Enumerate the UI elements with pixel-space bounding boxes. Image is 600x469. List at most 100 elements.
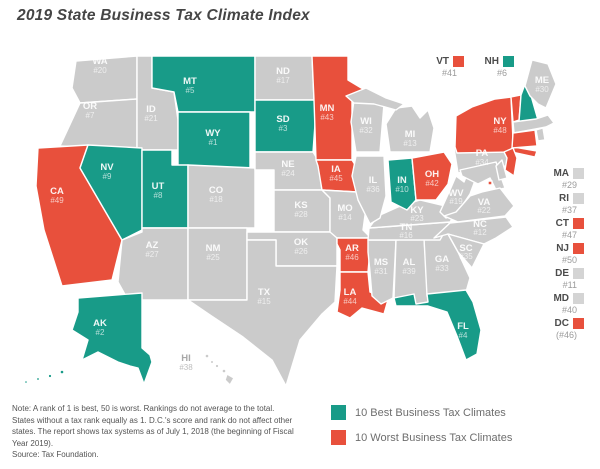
state-label-wi: WI #32 — [359, 116, 373, 135]
hawaii-island — [221, 368, 227, 374]
state-in — [387, 157, 417, 211]
aleutian-island — [35, 376, 41, 382]
callout-ri-rank: #37 — [561, 205, 577, 215]
state-label-la: LA #44 — [343, 287, 357, 306]
state-oh — [411, 151, 453, 201]
callout-ma-rank: #29 — [561, 180, 577, 190]
callout-vt-abbr: VT — [436, 56, 449, 67]
state-nm — [187, 227, 248, 301]
callout-nh-abbr: NH — [484, 56, 499, 67]
state-label-tn: TN #16 — [399, 222, 413, 240]
page-title: 2019 State Business Tax Climate Index — [17, 7, 310, 24]
hawaii-island — [204, 353, 210, 359]
callout-nj: NJ #50 — [538, 243, 584, 265]
state-tx — [187, 239, 338, 387]
state-label-ca: CA #49 — [50, 186, 64, 205]
state-label-co: CO #18 — [209, 185, 223, 204]
state-label-il: IL #36 — [366, 175, 380, 194]
callout-dc-rank: (#46) — [555, 330, 577, 340]
hawaii-island — [224, 373, 235, 386]
other-swatch-icon — [573, 268, 584, 279]
footnote-line: Note: A rank of 1 is best, 50 is worst. … — [12, 404, 275, 413]
callout-ri-abbr: RI — [559, 193, 569, 204]
worst-legend-label: 10 Worst Business Tax Climates — [355, 431, 513, 444]
callout-vt-rank: #41 — [441, 68, 457, 78]
state-label-mt: MT #5 — [183, 76, 197, 95]
aleutian-island — [59, 369, 65, 375]
callout-ct-rank: #47 — [561, 230, 577, 240]
state-label-ok: OK #26 — [294, 237, 308, 256]
callout-de: DE #11 — [538, 268, 584, 290]
callout-nh: NH #6 — [478, 56, 514, 78]
callout-nj-rank: #50 — [561, 255, 577, 265]
state-label-az: AZ #27 — [145, 240, 159, 259]
state-label-nd: ND #17 — [276, 66, 290, 85]
hawaii-island — [214, 363, 220, 369]
state-nj — [503, 147, 518, 177]
legend-worst-row: 10 Worst Business Tax Climates — [331, 430, 512, 445]
small-states-column: MA #29 RI #37 CT #47 NJ #50 DE #11 MD #4… — [538, 168, 584, 340]
state-label-wv: WV #19 — [448, 188, 464, 206]
state-label-in: IN #10 — [395, 175, 409, 194]
state-il — [351, 155, 387, 225]
state-label-ny: NY #48 — [493, 116, 507, 135]
state-label-nc: NC #12 — [473, 219, 487, 237]
callout-ct: CT #47 — [538, 218, 584, 240]
best-legend-label: 10 Best Business Tax Climates — [355, 406, 506, 419]
best-swatch-icon — [503, 56, 514, 67]
worst-swatch-icon — [573, 318, 584, 329]
state-label-fl: FL #4 — [457, 321, 469, 340]
worst-legend-swatch-icon — [331, 430, 346, 445]
state-fl — [393, 289, 482, 361]
best-legend-swatch-icon — [331, 405, 346, 420]
state-label-ar: AR #46 — [345, 243, 359, 262]
callout-de-rank: #11 — [562, 280, 577, 290]
state-label-va: VA #22 — [477, 197, 491, 215]
hawaii-island — [209, 359, 215, 365]
footnote: Note: A rank of 1 is best, 50 is worst. … — [12, 403, 294, 461]
state-mi-upper — [345, 87, 405, 111]
state-az — [117, 227, 189, 301]
callout-dc-abbr: DC — [554, 318, 569, 329]
state-label-me: ME #30 — [535, 75, 549, 94]
callout-nj-abbr: NJ — [556, 243, 569, 254]
state-label-wy: WY #1 — [205, 128, 221, 147]
aleutian-island — [23, 379, 29, 385]
callout-md: MD #40 — [538, 293, 584, 315]
other-swatch-icon — [573, 168, 584, 179]
state-label-ms: MS #31 — [374, 257, 388, 276]
aleutian-island — [47, 373, 53, 379]
worst-swatch-icon — [453, 56, 464, 67]
state-label-mn: MN #43 — [320, 103, 335, 122]
state-co — [187, 164, 256, 229]
state-label-hi: HI #38 — [179, 353, 193, 372]
state-dc — [487, 180, 493, 186]
state-sc — [447, 233, 485, 269]
worst-swatch-icon — [573, 218, 584, 229]
map-legend: 10 Best Business Tax Climates 10 Worst B… — [331, 405, 512, 455]
state-ri — [535, 127, 546, 142]
state-ct — [511, 129, 538, 149]
state-label-ne: NE #24 — [281, 159, 295, 178]
callout-ma: MA #29 — [538, 168, 584, 190]
legend-best-row: 10 Best Business Tax Climates — [331, 405, 512, 420]
callout-md-abbr: MD — [553, 293, 569, 304]
state-label-al: AL #39 — [402, 257, 416, 276]
state-label-oh: OH #42 — [425, 169, 439, 188]
state-label-ks: KS #28 — [294, 200, 308, 219]
callout-dc: DC (#46) — [538, 318, 584, 340]
state-nv — [79, 144, 143, 241]
callout-ri: RI #37 — [538, 193, 584, 215]
state-de — [495, 159, 508, 181]
state-la — [336, 271, 389, 319]
state-label-mi: MI #13 — [403, 129, 417, 148]
footnote-line: states. The report shows tax systems as … — [12, 427, 294, 436]
state-label-ga: GA #33 — [435, 254, 449, 273]
state-ak — [71, 292, 153, 385]
callout-nh-rank: #6 — [496, 68, 507, 78]
state-label-id: ID #21 — [144, 104, 158, 123]
state-mi-lower — [385, 105, 435, 153]
callout-ma-abbr: MA — [553, 168, 569, 179]
state-label-tx: TX #15 — [257, 287, 271, 306]
state-label-ky: KY #23 — [410, 205, 424, 223]
